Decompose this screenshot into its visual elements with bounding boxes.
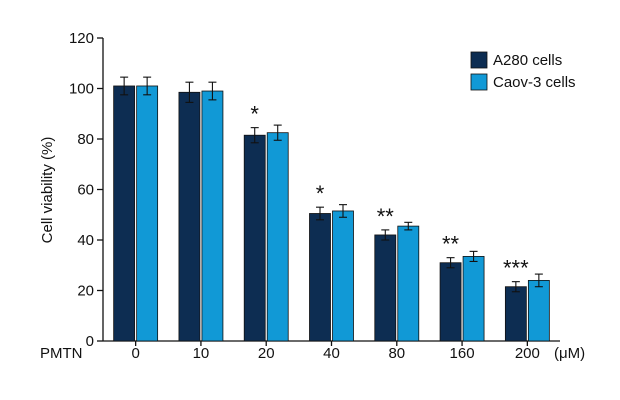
x-axis-unit: (μM) <box>554 345 585 362</box>
bar-a280-200 <box>504 286 527 342</box>
axes <box>102 38 560 342</box>
x-category-label: 200 <box>515 345 540 362</box>
x-category-label: 160 <box>450 345 475 362</box>
x-category-label: 40 <box>323 345 340 362</box>
bar-a280-0 <box>113 85 136 342</box>
bar-caov3-0 <box>136 85 159 342</box>
significance-marker: ** <box>442 232 460 257</box>
significance-markers: ********* <box>250 102 529 281</box>
y-tick-label: 40 <box>77 232 94 249</box>
bar-caov3-40 <box>332 210 354 342</box>
y-tick-label: 20 <box>77 283 94 300</box>
x-category-label: 10 <box>193 345 210 362</box>
y-tick-label: 80 <box>77 131 94 148</box>
x-category-label: 0 <box>131 345 139 362</box>
significance-marker: * <box>250 102 259 127</box>
y-tick-label: 0 <box>86 333 94 350</box>
y-ticks: 0 20 40 60 80 100 120 <box>69 30 103 350</box>
x-category-label: 20 <box>258 345 275 362</box>
x-categories: 0 10 20 40 80 160 200 <box>131 341 540 362</box>
legend-swatch <box>470 51 488 69</box>
bar-caov3-10 <box>201 90 224 342</box>
significance-marker: *** <box>503 256 529 281</box>
legend-swatch <box>470 73 488 91</box>
bar-a280-10 <box>178 91 201 342</box>
legend-label: A280 cells <box>493 52 562 69</box>
bar-caov3-200 <box>527 279 550 342</box>
bar-a280-80 <box>374 234 397 342</box>
x-axis-prefix: PMTN <box>40 345 83 362</box>
legend-label: Caov-3 cells <box>493 74 576 91</box>
x-category-label: 80 <box>388 345 405 362</box>
bars <box>113 85 550 342</box>
bar-a280-160 <box>439 262 462 342</box>
y-tick-label: 60 <box>77 182 94 199</box>
y-axis-label: Cell viability (%) <box>39 137 56 244</box>
y-tick-label: 100 <box>69 81 94 98</box>
legend: A280 cells Caov-3 cells <box>470 51 576 91</box>
significance-marker: ** <box>377 204 395 229</box>
bar-a280-40 <box>309 213 331 342</box>
significance-marker: * <box>316 181 325 206</box>
error-bars <box>120 76 543 293</box>
y-tick-label: 120 <box>69 30 94 47</box>
bar-a280-20 <box>243 134 266 342</box>
bar-caov3-160 <box>462 256 485 342</box>
bar-caov3-80 <box>397 225 420 342</box>
bar-caov3-20 <box>266 132 289 342</box>
